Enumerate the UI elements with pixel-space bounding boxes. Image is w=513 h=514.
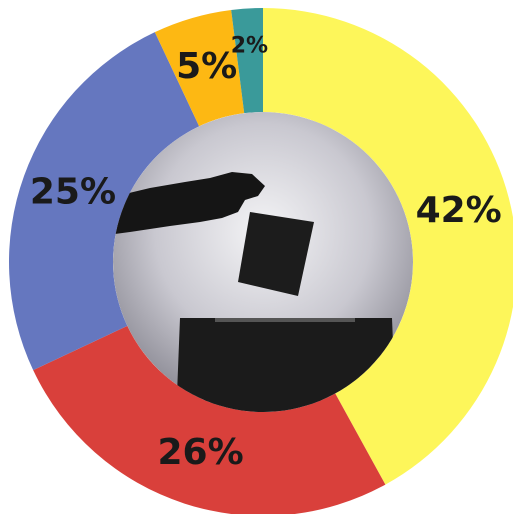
slice <box>154 10 245 127</box>
box-slot <box>215 318 355 322</box>
ballot <box>238 212 314 296</box>
slice <box>9 32 200 371</box>
slice <box>263 8 513 485</box>
value-label: 5% <box>176 46 237 87</box>
slice <box>33 325 386 514</box>
donut <box>9 8 513 514</box>
slice <box>231 8 263 114</box>
value-label: 42% <box>416 190 502 231</box>
hand-silhouette <box>113 172 265 236</box>
value-label: 26% <box>157 432 243 473</box>
value-label: 2% <box>231 33 268 58</box>
value-label: 25% <box>30 172 116 213</box>
